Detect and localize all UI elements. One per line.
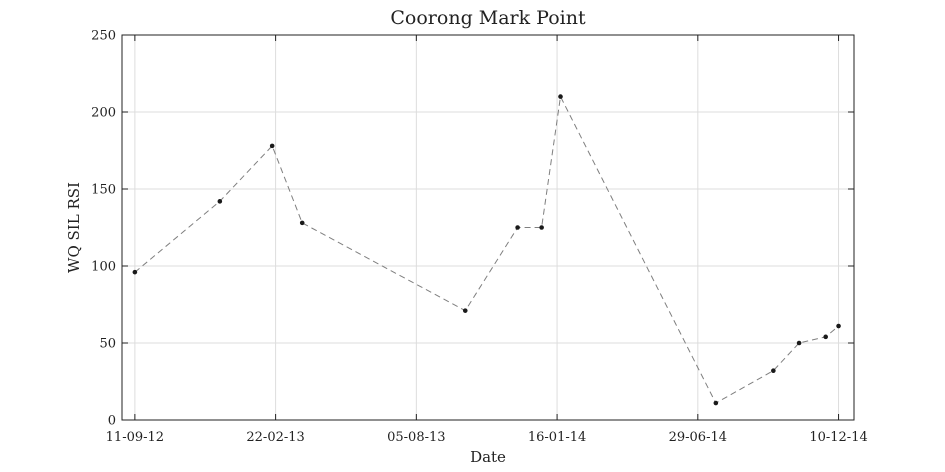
data-point [462, 308, 468, 313]
grid-lines [122, 34, 854, 421]
data-point [539, 225, 544, 230]
y-tick-label: 50 [99, 337, 116, 352]
x-tick-label: 16-01-14 [528, 430, 586, 445]
data-point [299, 220, 305, 226]
data-point [771, 368, 776, 374]
y-tick-label: 250 [91, 29, 116, 44]
data-point [269, 143, 275, 149]
data-point [796, 340, 802, 346]
chart-title: Coorong Mark Point [390, 7, 586, 29]
y-tick-label: 0 [108, 414, 116, 429]
x-tick-label: 29-06-14 [669, 430, 727, 445]
x-tick-label: 22-02-13 [246, 430, 304, 445]
axis-ticks: 0 50 100 150 200 250 11-09-12 22-02-13 05-08-13 1… [91, 29, 868, 446]
data-point [823, 334, 828, 340]
data-series [132, 94, 841, 406]
plot-frame [121, 34, 855, 421]
y-tick-label: 100 [91, 260, 116, 275]
series-line [134, 94, 839, 404]
x-tick-label: 05-08-13 [387, 430, 445, 445]
y-axis-label: WQ SIL RSI [65, 182, 83, 273]
data-point [558, 94, 563, 99]
data-point [713, 400, 719, 406]
data-point [217, 199, 223, 204]
data-point [515, 225, 520, 230]
y-tick-label: 200 [91, 106, 116, 121]
x-axis-label: Date [470, 448, 506, 466]
data-point [836, 323, 841, 329]
x-tick-label: 11-09-12 [106, 430, 164, 445]
x-tick-label: 10-12-14 [809, 430, 867, 445]
data-point [132, 269, 138, 275]
y-tick-label: 150 [91, 183, 116, 198]
